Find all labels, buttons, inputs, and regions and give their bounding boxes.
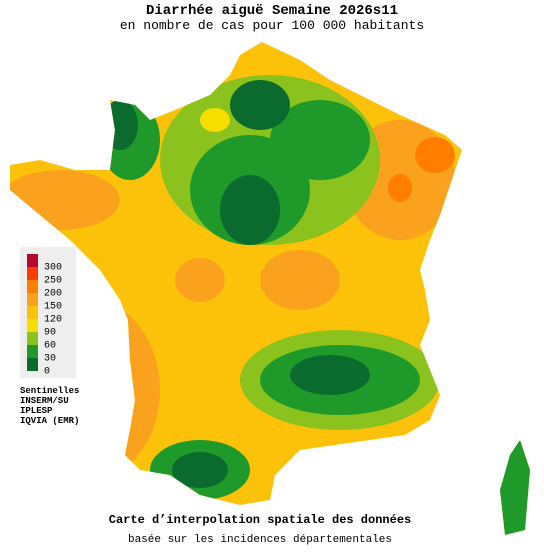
- legend-swatch: [27, 267, 38, 280]
- interpolated-map: [10, 42, 530, 535]
- legend-swatch: [27, 319, 38, 332]
- legend-label: 200: [44, 289, 62, 300]
- legend-swatch: [27, 293, 38, 306]
- legend-label: 300: [44, 263, 62, 274]
- footer-subtitle: basée sur les incidences départementales: [128, 534, 392, 546]
- legend-swatch: [27, 345, 38, 358]
- legend-label: 0: [44, 367, 50, 378]
- legend-label: 90: [44, 328, 56, 339]
- legend-swatch: [27, 306, 38, 319]
- legend-label: 120: [44, 315, 62, 326]
- legend-label: 60: [44, 341, 56, 352]
- title: Diarrhée aiguë Semaine 2026s11: [146, 3, 398, 19]
- legend-label: 150: [44, 302, 62, 313]
- source-label: IPLESP: [20, 406, 53, 416]
- legend-label: 30: [44, 354, 56, 365]
- subtitle: en nombre de cas pour 100 000 habitants: [120, 18, 424, 33]
- legend-swatch: [27, 358, 38, 371]
- source-label: INSERM/SU: [20, 396, 69, 406]
- source-label: Sentinelles: [20, 386, 79, 396]
- legend-swatch: [27, 254, 38, 267]
- source-label: IQVIA (EMR): [20, 416, 79, 426]
- legend-label: 250: [44, 276, 62, 287]
- legend-swatch: [27, 332, 38, 345]
- footer-title: Carte d’interpolation spatiale des donné…: [109, 513, 411, 527]
- legend-swatch: [27, 280, 38, 293]
